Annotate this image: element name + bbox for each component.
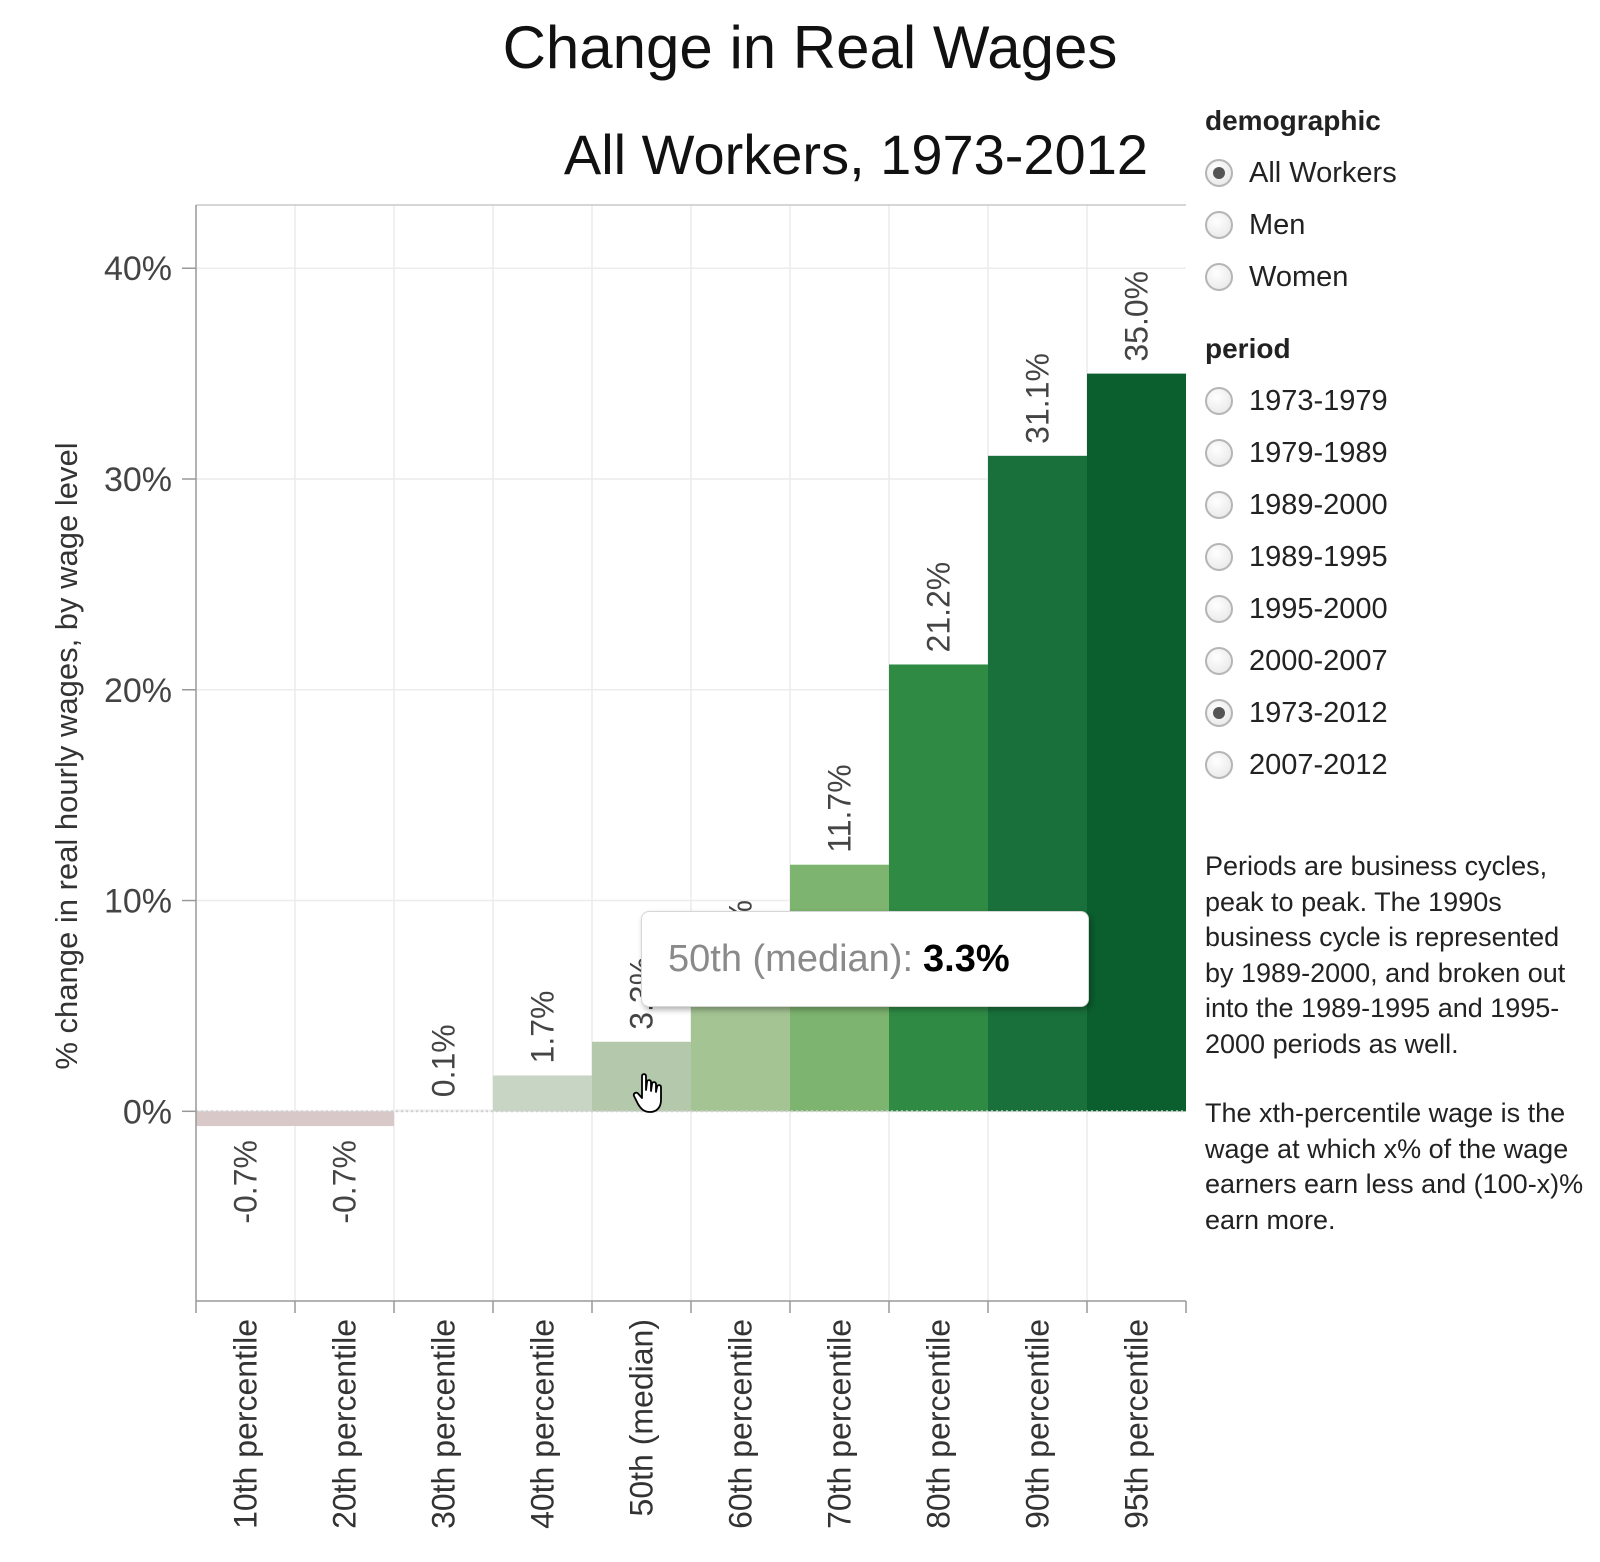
y-axis-label: % change in real hourly wages, by wage l… (49, 442, 84, 1069)
bar[interactable] (493, 1075, 592, 1112)
y-tick-label: 10% (104, 883, 172, 921)
bar[interactable] (295, 1111, 394, 1127)
note-percentile: The xth-percentile wage is the wage at w… (1205, 1098, 1584, 1235)
period-option[interactable]: 1973-2012 (1205, 687, 1595, 739)
period-option-label: 1989-2000 (1249, 488, 1388, 521)
period-option[interactable]: 2007-2012 (1205, 739, 1595, 791)
demographic-option[interactable]: Men (1205, 199, 1595, 251)
period-option[interactable]: 1995-2000 (1205, 583, 1595, 635)
x-tick-label: 10th percentile (228, 1319, 264, 1529)
period-option[interactable]: 1979-1989 (1205, 427, 1595, 479)
period-option-label: 1979-1989 (1249, 436, 1388, 469)
radio-button[interactable] (1205, 263, 1233, 291)
bars[interactable] (196, 373, 1186, 1127)
period-option[interactable]: 1989-2000 (1205, 479, 1595, 531)
period-option-label: 1973-2012 (1249, 696, 1388, 729)
data-label: -0.7% (228, 1140, 264, 1224)
tooltip-label: 50th (median): (668, 937, 914, 980)
period-option[interactable]: 2000-2007 (1205, 635, 1595, 687)
period-group: period 1973-1979 1979-1989 1989-2000 1989-1… (1205, 333, 1595, 791)
data-label: 1.7% (525, 991, 561, 1064)
radio-button[interactable] (1205, 159, 1233, 187)
radio-button[interactable] (1205, 543, 1233, 571)
radio-button[interactable] (1205, 595, 1233, 623)
hover-tooltip: 50th (median): 3.3% (641, 911, 1089, 1007)
period-option-label: 2000-2007 (1249, 644, 1388, 677)
bar[interactable] (988, 455, 1087, 1112)
axes: 0% 10% 20% 30% 40% 10th percentile 20th percen… (104, 204, 1187, 1529)
data-label: 11.7% (822, 764, 858, 852)
demographic-option[interactable]: All Workers (1205, 147, 1595, 199)
radio-button[interactable] (1205, 491, 1233, 519)
data-label: 0.1% (426, 1024, 462, 1097)
demographic-option-label: Women (1249, 260, 1349, 293)
x-tick-label: 60th percentile (723, 1319, 759, 1529)
x-tick-label: 20th percentile (327, 1319, 363, 1529)
period-option-label: 1995-2000 (1249, 592, 1388, 625)
y-tick-label: 30% (104, 461, 172, 499)
data-labels: -0.7%-0.7%0.1%1.7%3.3%6.0%11.7%21.2%31.1… (228, 271, 1155, 1224)
radio-button[interactable] (1205, 211, 1233, 239)
x-tick-label: 90th percentile (1020, 1319, 1056, 1529)
x-tick-label: 70th percentile (822, 1319, 858, 1529)
period-option[interactable]: 1989-1995 (1205, 531, 1595, 583)
x-tick-label: 50th (median) (624, 1319, 660, 1516)
period-option-label: 2007-2012 (1249, 748, 1388, 781)
period-option-label: 1989-1995 (1249, 540, 1388, 573)
note-periods: Periods are business cycles, peak to pea… (1205, 851, 1566, 1059)
data-label: -0.7% (327, 1140, 363, 1224)
demographic-option[interactable]: Women (1205, 251, 1595, 303)
data-label: 35.0% (1119, 271, 1155, 362)
data-label: 21.2% (921, 562, 957, 653)
radio-button[interactable] (1205, 751, 1233, 779)
bar[interactable] (1087, 373, 1186, 1112)
radio-button[interactable] (1205, 387, 1233, 415)
demographic-group: demographic All Workers Men Women (1205, 105, 1595, 303)
demographic-option-label: All Workers (1249, 156, 1397, 189)
period-title: period (1205, 333, 1291, 364)
chart-subtitle: All Workers, 1973-2012 (564, 123, 1148, 186)
radio-button[interactable] (1205, 647, 1233, 675)
bar[interactable] (196, 1111, 295, 1127)
bar[interactable] (889, 664, 988, 1112)
demographic-option-label: Men (1249, 208, 1306, 241)
y-tick-label: 20% (104, 672, 172, 710)
x-tick-label: 30th percentile (426, 1319, 462, 1529)
x-tick-label: 80th percentile (921, 1319, 957, 1529)
demographic-title: demographic (1205, 105, 1381, 136)
bar[interactable] (394, 1109, 493, 1112)
radio-button[interactable] (1205, 699, 1233, 727)
hand-cursor-icon (632, 1073, 662, 1113)
x-tick-label: 40th percentile (525, 1319, 561, 1529)
y-tick-label: 40% (104, 250, 172, 288)
chart-title: Change in Real Wages (503, 14, 1118, 81)
explanatory-notes: Periods are business cycles, peak to pea… (1205, 849, 1595, 1238)
period-option-label: 1973-1979 (1249, 384, 1388, 417)
period-option[interactable]: 1973-1979 (1205, 375, 1595, 427)
filter-panel: demographic All Workers Men Women period 1… (1205, 105, 1595, 1272)
radio-button[interactable] (1205, 439, 1233, 467)
data-label: 31.1% (1020, 353, 1056, 444)
y-tick-label: 0% (123, 1093, 172, 1131)
tooltip-value: 3.3% (923, 937, 1010, 980)
x-tick-label: 95th percentile (1119, 1319, 1155, 1529)
